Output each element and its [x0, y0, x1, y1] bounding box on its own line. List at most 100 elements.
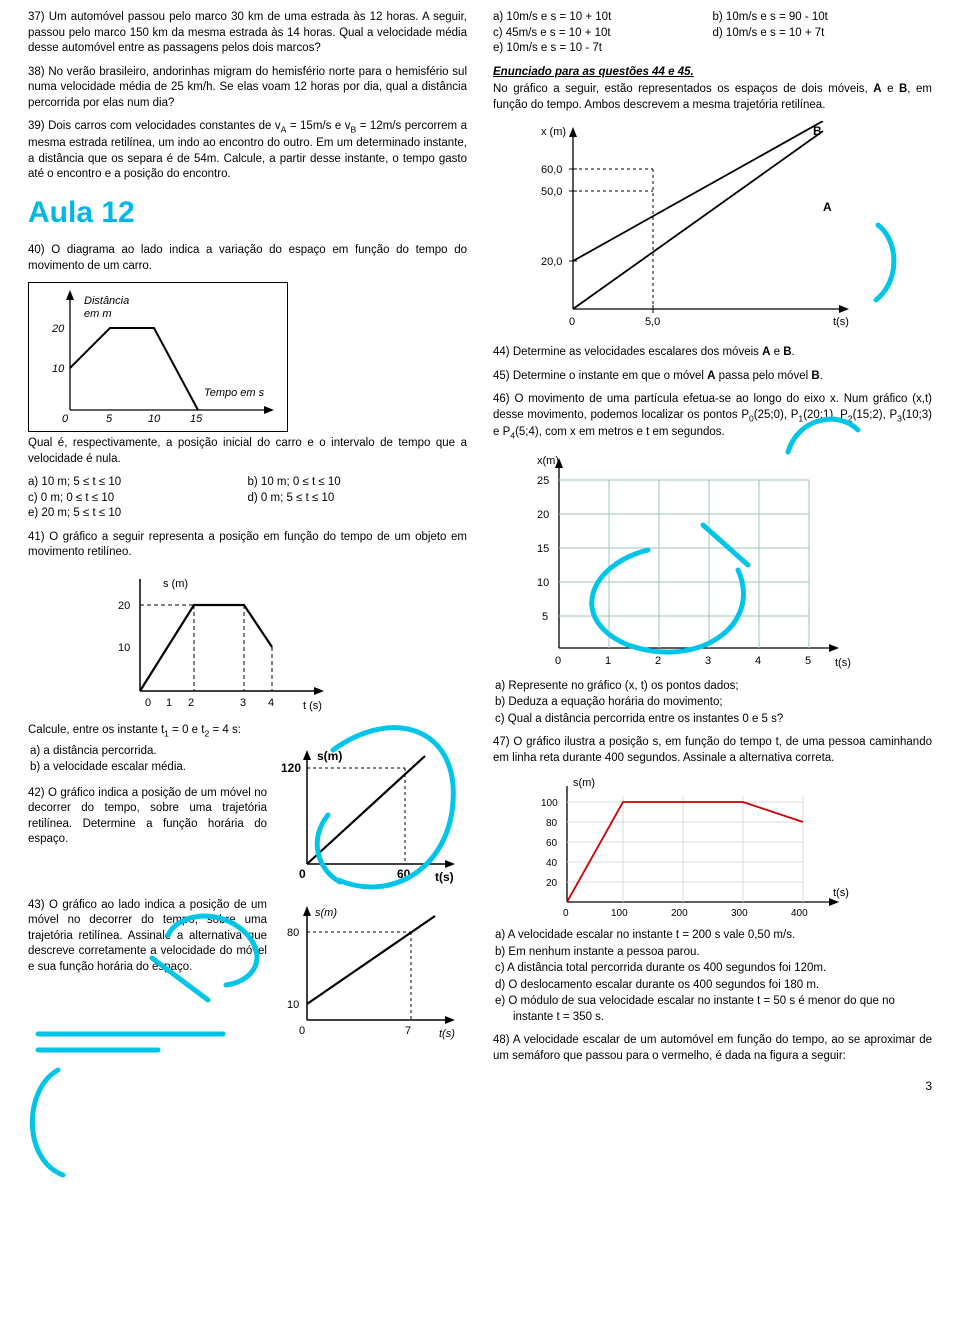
q47-options: a) A velocidade escalar no instante t = …: [495, 928, 932, 1025]
fig-q40: 20 10 0 5 10 15 Distância em m Tempo em …: [28, 282, 288, 432]
svg-text:5: 5: [542, 611, 548, 623]
q47-opt-a: a) A velocidade escalar no instante t = …: [495, 928, 932, 944]
q37: 37) Um automóvel passou pelo marco 30 km…: [28, 10, 467, 57]
svg-text:120: 120: [281, 761, 301, 775]
q41-b: b) a velocidade escalar média.: [30, 760, 267, 776]
svg-text:80: 80: [287, 927, 299, 939]
q43-opt-e: e) 10m/s e s = 10 - 7t: [493, 41, 932, 57]
svg-text:t (s): t (s): [303, 700, 322, 712]
svg-text:s(m): s(m): [573, 777, 595, 789]
svg-text:20: 20: [118, 600, 130, 612]
fig-q46: x(m) t(s) 252015105 012345: [513, 450, 863, 675]
svg-text:0: 0: [62, 413, 69, 425]
q38: 38) No verão brasileiro, andorinhas migr…: [28, 65, 467, 112]
fig-q42: s(m) t(s) 120 0 60: [277, 746, 467, 886]
svg-text:0: 0: [299, 1025, 305, 1037]
svg-text:20: 20: [51, 323, 65, 335]
svg-text:3: 3: [240, 697, 246, 709]
svg-text:t(s): t(s): [833, 316, 849, 328]
q40-opt-b: b) 10 m; 0 ≤ t ≤ 10: [248, 475, 468, 491]
page-number: 3: [28, 1078, 932, 1094]
q40-opt-a: a) 10 m; 5 ≤ t ≤ 10: [28, 475, 248, 491]
fig-q47: s(m) t(s) 10080604020 0100200300400: [523, 774, 873, 924]
svg-text:0: 0: [569, 316, 575, 328]
svg-text:60: 60: [546, 838, 558, 849]
svg-text:0: 0: [299, 867, 306, 881]
q47-opt-c: c) A distância total percorrida durante …: [495, 961, 932, 977]
svg-text:10: 10: [118, 642, 130, 654]
svg-text:10: 10: [52, 363, 65, 375]
svg-text:20: 20: [546, 878, 558, 889]
q41-a: a) a distância percorrida.: [30, 744, 267, 760]
svg-text:A: A: [823, 200, 832, 214]
q45: 45) Determine o instante em que o móvel …: [493, 369, 932, 385]
svg-text:x(m): x(m): [537, 455, 559, 467]
svg-text:100: 100: [611, 908, 628, 919]
svg-text:5: 5: [805, 655, 811, 667]
svg-text:400: 400: [791, 908, 808, 919]
right-column: a) 10m/s e s = 10 + 10t b) 10m/s e s = 9…: [493, 10, 932, 1072]
svg-text:t(s): t(s): [835, 657, 851, 669]
svg-text:200: 200: [671, 908, 688, 919]
q47: 47) O gráfico ilustra a posição s, em fu…: [493, 735, 932, 766]
fig-q44: x (m) t(s) 60,0 50,0 20,0 0 5,0 A B: [523, 121, 883, 341]
q46: 46) O movimento de uma partícula efetua-…: [493, 392, 932, 441]
q47-opt-d: d) O deslocamento escalar durante os 400…: [495, 978, 932, 994]
svg-text:10: 10: [148, 413, 161, 425]
svg-text:7: 7: [405, 1025, 411, 1037]
svg-text:2: 2: [655, 655, 661, 667]
q40-opt-d: d) 0 m; 5 ≤ t ≤ 10: [248, 491, 468, 507]
svg-text:5,0: 5,0: [645, 316, 660, 328]
q48: 48) A velocidade escalar de um automóvel…: [493, 1033, 932, 1064]
svg-text:25: 25: [537, 475, 549, 487]
q41: 41) O gráfico a seguir representa a posi…: [28, 530, 467, 561]
svg-text:80: 80: [546, 818, 558, 829]
svg-text:15: 15: [537, 543, 549, 555]
q43-options: a) 10m/s e s = 10 + 10t b) 10m/s e s = 9…: [493, 10, 932, 57]
svg-text:x (m): x (m): [541, 126, 566, 138]
svg-text:B: B: [813, 124, 822, 138]
svg-text:3: 3: [705, 655, 711, 667]
svg-text:0: 0: [563, 908, 569, 919]
q41-subitems: a) a distância percorrida. b) a velocida…: [30, 744, 267, 776]
svg-text:t(s): t(s): [439, 1028, 455, 1040]
q40-follow: Qual é, respectivamente, a posição inici…: [28, 436, 467, 467]
q46-a: a) Represente no gráfico (x, t) os ponto…: [495, 679, 932, 695]
q43-opt-d: d) 10m/s e s = 10 + 7t: [713, 26, 933, 42]
svg-text:0: 0: [145, 697, 151, 709]
q40-options: a) 10 m; 5 ≤ t ≤ 10 b) 10 m; 0 ≤ t ≤ 10 …: [28, 475, 467, 522]
left-column: 37) Um automóvel passou pelo marco 30 km…: [28, 10, 467, 1072]
svg-text:s(m): s(m): [317, 749, 342, 763]
svg-text:5: 5: [106, 413, 113, 425]
q41-follow: Calcule, entre os instante t1 = 0 e t2 =…: [28, 723, 467, 740]
enunciado-text: No gráfico a seguir, estão representados…: [493, 82, 932, 113]
q40-opt-e: e) 20 m; 5 ≤ t ≤ 10: [28, 506, 248, 522]
aula-heading: Aula 12: [28, 193, 467, 234]
q43-opt-b: b) 10m/s e s = 90 - 10t: [713, 10, 933, 26]
q46-c: c) Qual a distância percorrida entre os …: [495, 712, 932, 728]
svg-text:1: 1: [166, 697, 172, 709]
svg-text:2: 2: [188, 697, 194, 709]
q46-subitems: a) Represente no gráfico (x, t) os ponto…: [495, 679, 932, 728]
svg-text:10: 10: [537, 577, 549, 589]
svg-text:t(s): t(s): [833, 887, 849, 899]
svg-text:50,0: 50,0: [541, 186, 562, 198]
svg-text:60: 60: [397, 867, 411, 881]
svg-text:Tempo em s: Tempo em s: [204, 387, 265, 399]
q40: 40) O diagrama ao lado indica a variação…: [28, 243, 467, 274]
fig-q41: s (m) t (s) 20 10 0 1 2 3 4: [108, 569, 338, 719]
q39: 39) Dois carros com velocidades constant…: [28, 119, 467, 182]
svg-text:15: 15: [190, 413, 203, 425]
q47-opt-e: e) O módulo de sua velocidade escalar no…: [495, 994, 932, 1025]
q43-opt-c: c) 45m/s e s = 10 + 10t: [493, 26, 713, 42]
svg-text:4: 4: [755, 655, 761, 667]
svg-text:300: 300: [731, 908, 748, 919]
svg-text:60,0: 60,0: [541, 164, 562, 176]
svg-text:em m: em m: [84, 308, 112, 320]
q47-opt-b: b) Em nenhum instante a pessoa parou.: [495, 945, 932, 961]
q42: 42) O gráfico indica a posição de um móv…: [28, 786, 267, 848]
svg-text:s (m): s (m): [163, 578, 188, 590]
svg-text:4: 4: [268, 697, 274, 709]
enunciado-44-45: Enunciado para as questões 44 e 45.: [493, 65, 932, 81]
q44: 44) Determine as velocidades escalares d…: [493, 345, 932, 361]
